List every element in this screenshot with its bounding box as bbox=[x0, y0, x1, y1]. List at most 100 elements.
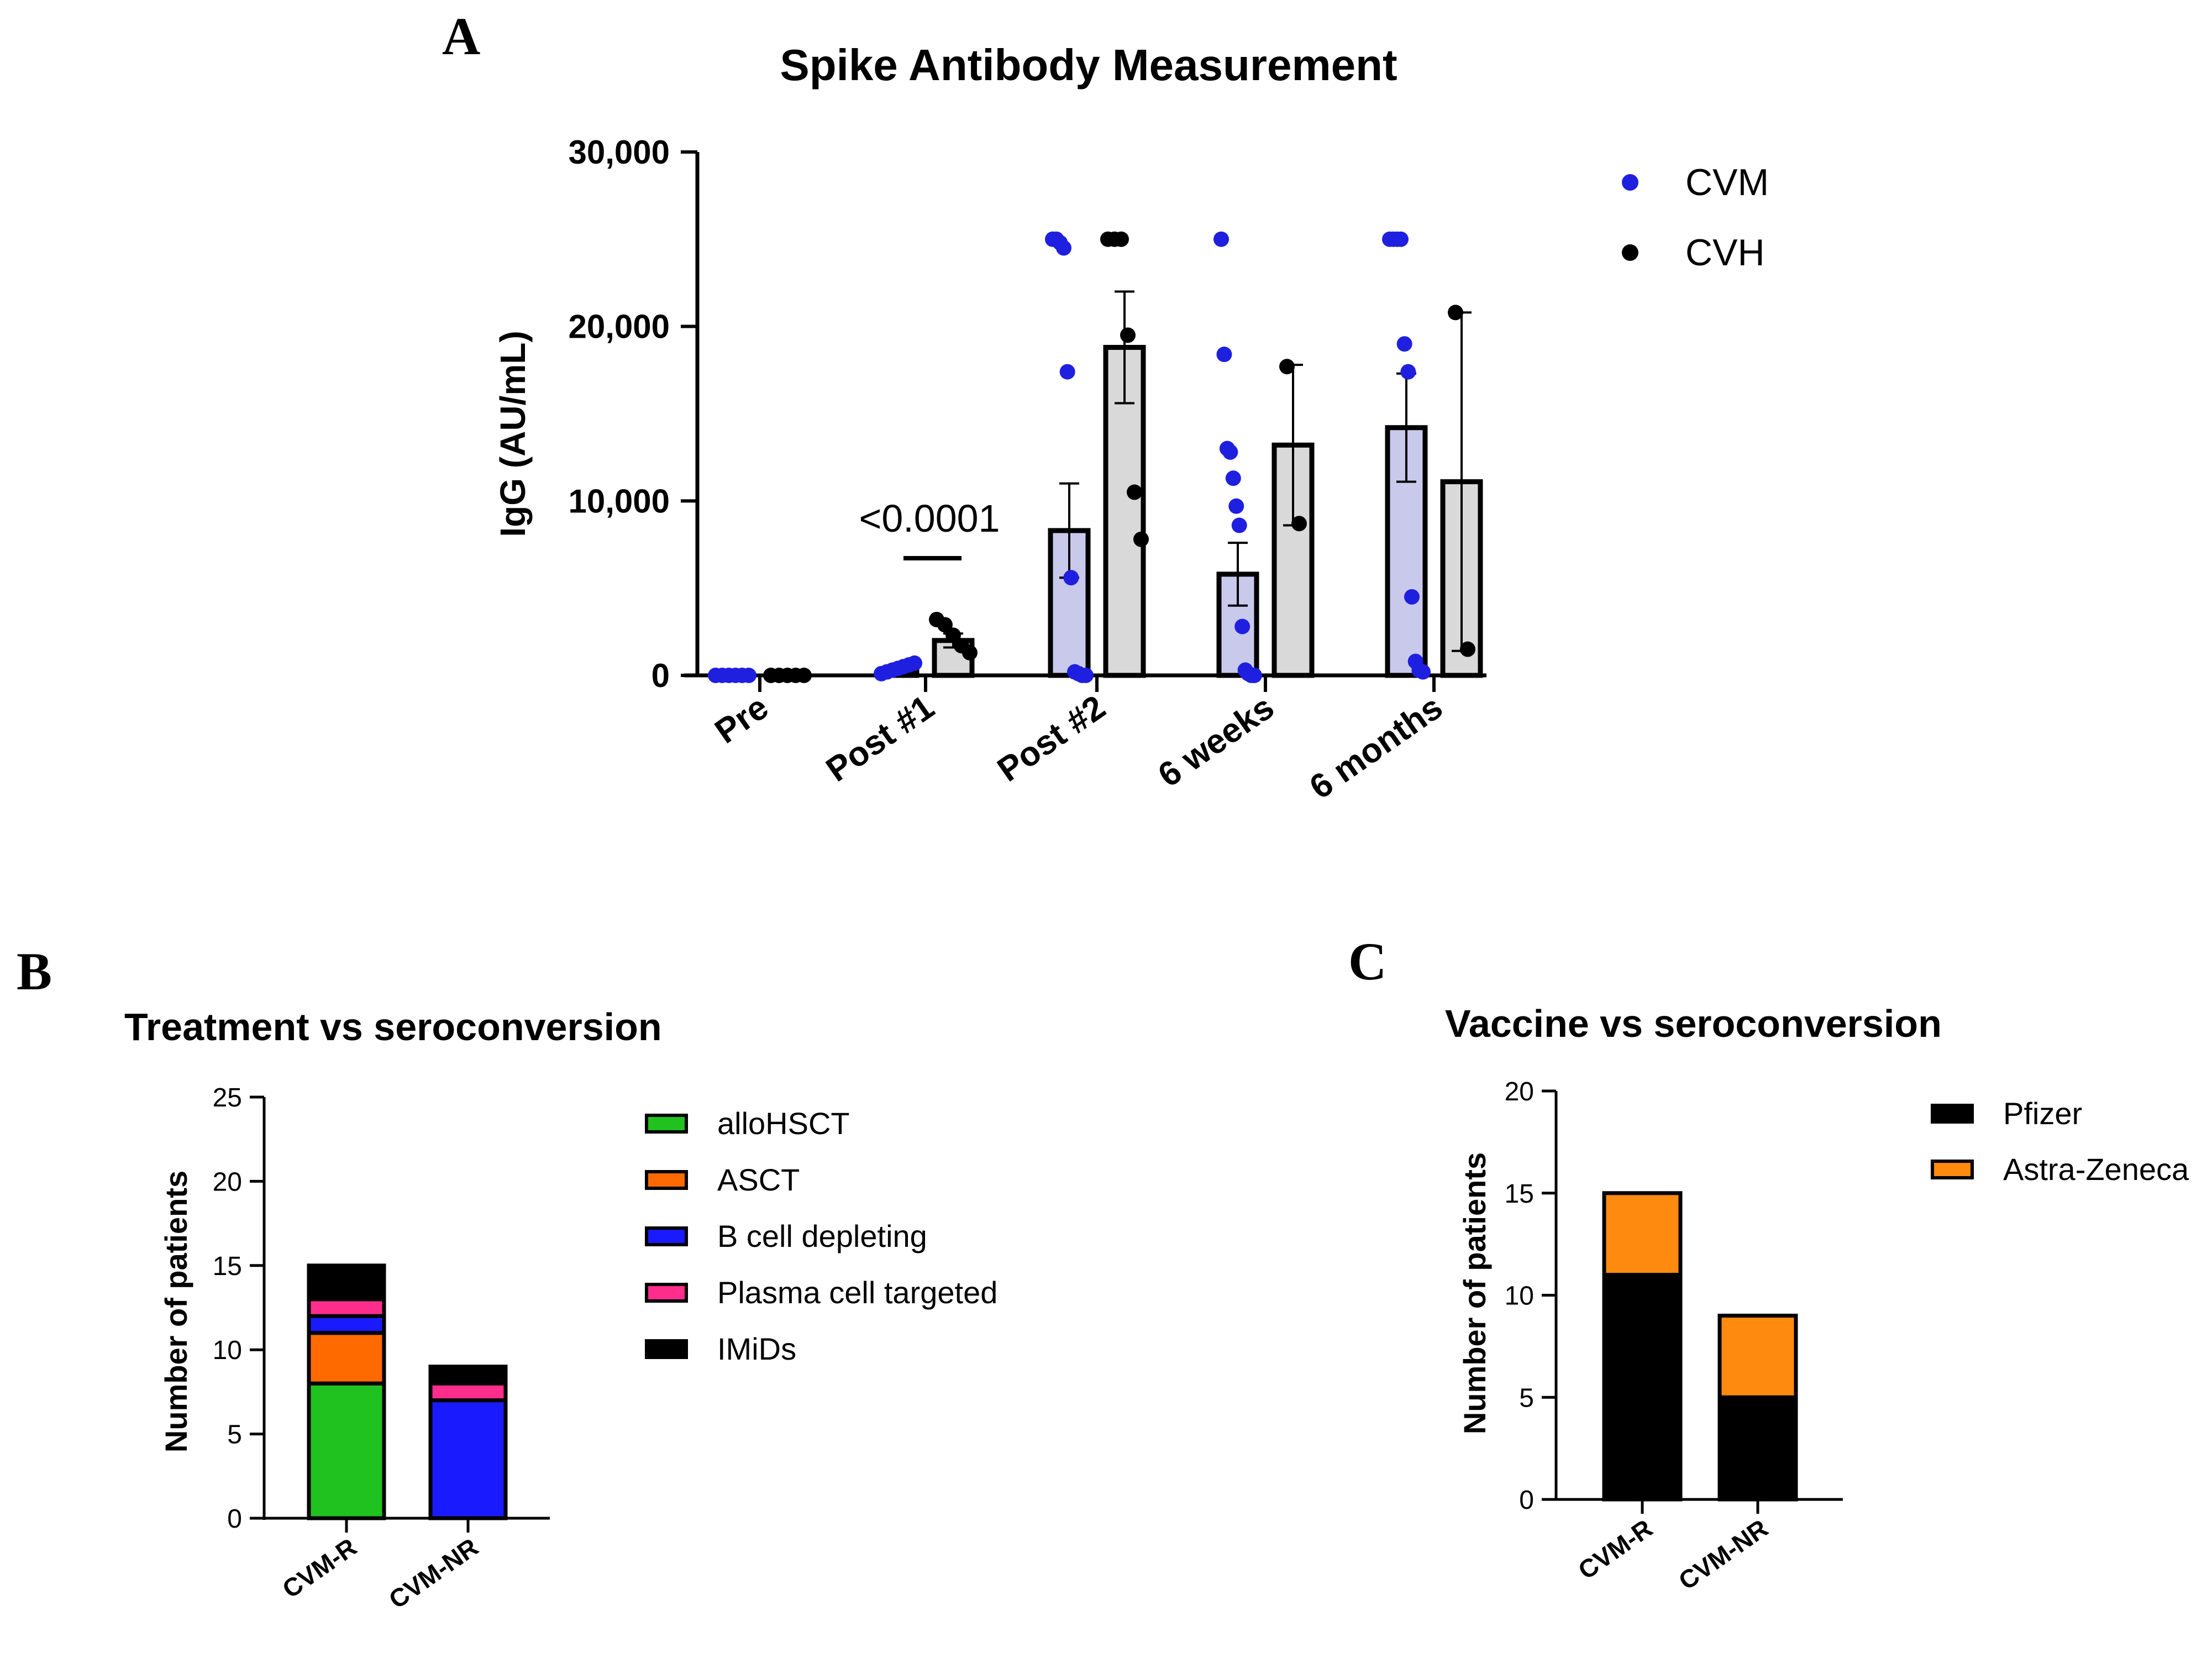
legend-swatch-b-cell-depleting bbox=[645, 1226, 688, 1246]
bar-segment-allohsct-cvm-r bbox=[307, 1381, 386, 1520]
y-tick-label-5: 25 bbox=[213, 1083, 242, 1113]
bar-segment-imids-cvm-r bbox=[307, 1263, 386, 1302]
data-point-cvh-post-1-1 bbox=[937, 617, 953, 633]
data-point-cvh-post-2-2 bbox=[1113, 231, 1129, 247]
data-point-cvh-pre-4 bbox=[796, 668, 812, 683]
y-tick-label-0: 0 bbox=[1519, 1486, 1534, 1515]
data-point-cvh-6-months-0 bbox=[1448, 305, 1463, 321]
panel-c-legend: Pfizer Astra-Zeneca bbox=[1931, 1096, 2189, 1187]
data-point-cvm-6-weeks-0 bbox=[1213, 231, 1229, 247]
legend-label-plasma-cell-targeted: Plasma cell targeted bbox=[717, 1275, 997, 1310]
data-point-cvm-post-2-4 bbox=[1059, 364, 1075, 380]
data-point-cvm-6-weeks-6 bbox=[1231, 517, 1247, 533]
legend-label-allohsct: alloHSCT bbox=[717, 1106, 850, 1141]
x-tick-label-pre: Pre bbox=[708, 688, 775, 751]
y-tick-label-2: 10 bbox=[1505, 1282, 1534, 1311]
y-tick-label-3: 15 bbox=[1505, 1179, 1534, 1209]
panel-b-x-ticks: CVM-R CVM-NR bbox=[277, 1518, 484, 1614]
data-point-cvm-6-months-9 bbox=[1415, 664, 1431, 680]
panel-b-y-axis-label: Number of patients bbox=[159, 1171, 193, 1452]
y-tick-label-3: 30,000 bbox=[568, 134, 670, 171]
legend-swatch-pfizer bbox=[1931, 1104, 1974, 1124]
panel-a-pvalue-annotation: <0.0001 bbox=[859, 497, 1000, 540]
data-point-cvh-post-1-4 bbox=[962, 644, 978, 660]
data-point-cvm-6-months-6 bbox=[1404, 589, 1420, 605]
panel-a-chart: Spike Antibody Measurement IgG (AU/mL) <… bbox=[493, 40, 1769, 807]
data-point-cvm-6-weeks-7 bbox=[1234, 618, 1251, 634]
y-tick-label-4: 20 bbox=[1505, 1077, 1534, 1106]
legend-label-asct: ASCT bbox=[717, 1162, 800, 1197]
y-tick-label-1: 10,000 bbox=[568, 482, 670, 520]
x-tick-label-cvm-r: CVM-R bbox=[277, 1533, 361, 1604]
panel-letter-c: C bbox=[1348, 932, 1386, 991]
x-tick-label-6-weeks: 6 weeks bbox=[1152, 688, 1281, 795]
panel-c-x-ticks: CVM-R CVM-NR bbox=[1573, 1499, 1773, 1596]
panel-letter-b: B bbox=[17, 942, 52, 1001]
y-tick-label-0: 0 bbox=[227, 1504, 242, 1534]
panel-c-y-ticks: 0 5 10 15 20 bbox=[1505, 1077, 1556, 1515]
panel-c-title: Vaccine vs seroconversion bbox=[1445, 1002, 1942, 1045]
legend-label-pfizer: Pfizer bbox=[2003, 1096, 2082, 1131]
panel-c-chart: Vaccine vs seroconversion Number of pati… bbox=[1445, 1002, 2189, 1596]
bar-segment-astra-zeneca-cvm-nr bbox=[1717, 1313, 1798, 1399]
data-point-cvm-pre-5 bbox=[741, 668, 756, 683]
y-tick-label-1: 5 bbox=[1519, 1383, 1534, 1413]
legend-swatch-asct bbox=[645, 1170, 688, 1190]
panel-a-legend: CVM CVH bbox=[1622, 161, 1769, 274]
data-point-cvm-6-weeks-4 bbox=[1225, 470, 1241, 486]
data-point-cvm-6-weeks-3 bbox=[1222, 444, 1238, 460]
x-tick-label-post-2: Post #2 bbox=[991, 688, 1112, 789]
legend-marker-cvm bbox=[1622, 174, 1638, 191]
data-point-cvm-post-2-3 bbox=[1056, 240, 1071, 256]
panel-b-legend: alloHSCT ASCT B cell depleting Plasma cell … bbox=[645, 1106, 997, 1366]
data-point-cvm-6-weeks-1 bbox=[1216, 347, 1232, 363]
panel-a-x-ticks: Pre Post #1 Post #2 6 weeks 6 months bbox=[708, 675, 1449, 807]
data-point-cvm-post-1-6 bbox=[907, 655, 922, 671]
legend-label-b-cell-depleting: B cell depleting bbox=[717, 1219, 927, 1253]
panel-b-bars bbox=[307, 1263, 508, 1520]
data-point-cvh-6-weeks-1 bbox=[1291, 516, 1307, 532]
x-tick-label-cvm-nr: CVM-NR bbox=[1673, 1514, 1773, 1596]
bar-segment-b-cell-depleting-cvm-nr bbox=[428, 1398, 508, 1520]
panel-a-y-axis-label: IgG (AU/mL) bbox=[493, 331, 533, 537]
data-point-cvm-6-weeks-5 bbox=[1228, 498, 1244, 514]
data-point-cvm-6-months-3 bbox=[1393, 231, 1409, 247]
data-point-cvh-post-1-2 bbox=[945, 627, 961, 643]
legend-swatch-plasma-cell-targeted bbox=[645, 1283, 688, 1303]
data-point-cvh-post-2-3 bbox=[1120, 327, 1136, 343]
panel-b-y-ticks: 0 5 10 15 20 25 bbox=[213, 1083, 264, 1534]
data-point-cvm-6-weeks-11 bbox=[1247, 668, 1262, 683]
bar-segment-b-cell-depleting-cvm-r bbox=[307, 1314, 386, 1335]
bar-segment-plasma-cell-targeted-cvm-r bbox=[307, 1297, 386, 1318]
x-tick-label-cvm-nr: CVM-NR bbox=[383, 1533, 484, 1614]
data-point-cvh-6-months-1 bbox=[1460, 641, 1475, 657]
bar-segment-asct-cvm-r bbox=[307, 1331, 386, 1386]
panel-a-y-ticks: 0 10,000 20,000 30,000 bbox=[568, 134, 697, 694]
legend-marker-cvh bbox=[1622, 244, 1638, 261]
panel-c-y-axis-label: Number of patients bbox=[1457, 1152, 1492, 1434]
data-point-cvm-post-2-5 bbox=[1063, 570, 1079, 586]
bar-segment-plasma-cell-targeted-cvm-nr bbox=[428, 1381, 508, 1403]
y-tick-label-4: 20 bbox=[213, 1167, 242, 1197]
x-tick-label-cvm-r: CVM-R bbox=[1573, 1514, 1657, 1585]
y-tick-label-0: 0 bbox=[651, 657, 670, 694]
legend-swatch-imids bbox=[645, 1339, 688, 1359]
panel-b-chart: Treatment vs seroconversion Number of pa… bbox=[124, 1005, 997, 1614]
bar-segment-imids-cvm-nr bbox=[428, 1365, 508, 1386]
legend-swatch-allohsct bbox=[645, 1114, 688, 1134]
data-point-cvm-post-2-9 bbox=[1078, 668, 1094, 683]
panel-a-points bbox=[708, 231, 1475, 683]
legend-label-imids: IMiDs bbox=[717, 1331, 796, 1366]
y-tick-label-1: 5 bbox=[227, 1420, 242, 1450]
legend-label-astra-zeneca: Astra-Zeneca bbox=[2003, 1152, 2189, 1187]
panel-a-bars bbox=[713, 290, 1483, 678]
x-tick-label-6-months: 6 months bbox=[1303, 688, 1449, 807]
y-tick-label-2: 10 bbox=[213, 1336, 242, 1365]
panel-c-bars bbox=[1602, 1191, 1798, 1502]
y-tick-label-2: 20,000 bbox=[568, 308, 670, 345]
data-point-cvm-6-months-5 bbox=[1400, 364, 1416, 380]
y-tick-label-3: 15 bbox=[213, 1252, 242, 1281]
bar-segment-pfizer-cvm-nr bbox=[1717, 1395, 1798, 1502]
panel-b-title: Treatment vs seroconversion bbox=[124, 1005, 662, 1048]
